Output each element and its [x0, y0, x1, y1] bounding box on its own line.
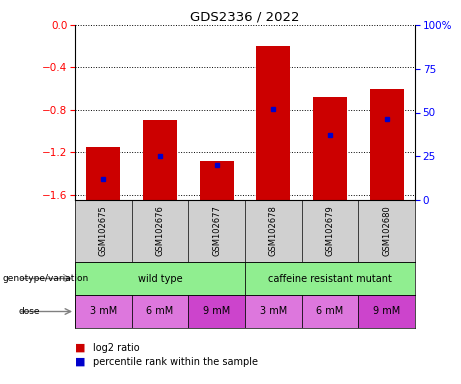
Bar	[245, 262, 415, 295]
Bar	[86, 147, 120, 200]
Text: log2 ratio: log2 ratio	[94, 343, 140, 353]
Text: 3 mM: 3 mM	[90, 306, 117, 316]
Text: ■: ■	[75, 357, 85, 367]
Text: ■: ■	[75, 343, 85, 353]
Bar	[256, 46, 290, 200]
Title: GDS2336 / 2022: GDS2336 / 2022	[190, 11, 300, 24]
Bar	[143, 121, 177, 200]
Text: 3 mM: 3 mM	[260, 306, 287, 316]
Text: GSM102679: GSM102679	[325, 205, 335, 257]
Bar	[75, 262, 245, 295]
Text: 6 mM: 6 mM	[147, 306, 174, 316]
Text: GSM102677: GSM102677	[212, 205, 221, 257]
Text: GSM102680: GSM102680	[382, 205, 391, 257]
Text: GSM102675: GSM102675	[99, 205, 108, 257]
Text: percentile rank within the sample: percentile rank within the sample	[94, 357, 259, 367]
Text: caffeine resistant mutant: caffeine resistant mutant	[268, 273, 392, 283]
Bar	[132, 295, 189, 328]
Text: genotype/variation: genotype/variation	[2, 274, 89, 283]
Text: 9 mM: 9 mM	[373, 306, 400, 316]
Bar	[75, 295, 132, 328]
Bar	[200, 161, 234, 200]
Text: GSM102676: GSM102676	[155, 205, 165, 257]
Bar	[358, 295, 415, 328]
Bar	[189, 295, 245, 328]
Text: wild type: wild type	[138, 273, 182, 283]
Bar	[370, 89, 404, 200]
Bar	[301, 295, 358, 328]
Bar	[313, 97, 347, 200]
Text: GSM102678: GSM102678	[269, 205, 278, 257]
Text: 9 mM: 9 mM	[203, 306, 230, 316]
Text: dose: dose	[18, 307, 40, 316]
Text: 6 mM: 6 mM	[316, 306, 343, 316]
Bar	[245, 295, 301, 328]
